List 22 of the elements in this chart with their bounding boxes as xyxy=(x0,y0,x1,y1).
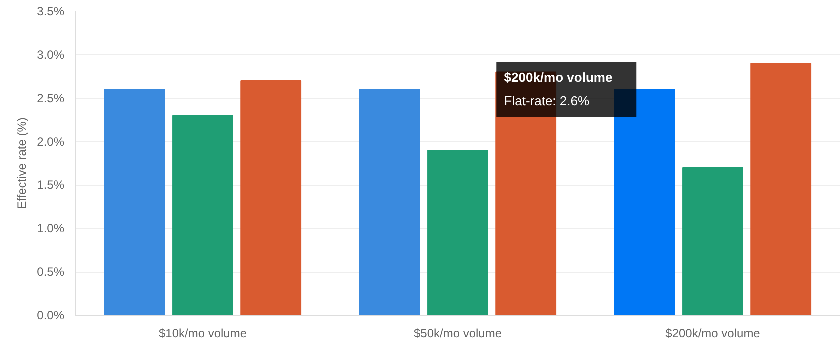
bar xyxy=(104,89,166,316)
y-tick-label: 3.5% xyxy=(37,4,65,18)
y-axis-title: Effective rate (%) xyxy=(15,118,30,210)
bar xyxy=(240,80,302,316)
bar xyxy=(428,150,488,316)
bar xyxy=(359,89,420,316)
bar xyxy=(172,115,234,316)
bar xyxy=(614,89,676,316)
y-tick-label: 1.0% xyxy=(37,222,65,236)
bar xyxy=(682,167,744,316)
y-tick-label: 3.0% xyxy=(37,48,65,62)
x-tick-label: $200k/mo volume xyxy=(666,326,761,340)
annotation: Flat-rate: 2.6% xyxy=(504,93,590,108)
y-tick-label: 2.0% xyxy=(37,134,65,149)
y-tick-label: 0.0% xyxy=(37,308,65,322)
y-tick-label: 1.5% xyxy=(37,178,65,192)
annotation: $200k/mo volume xyxy=(504,70,613,86)
bar xyxy=(750,63,812,316)
y-tick-label: 2.5% xyxy=(37,91,65,106)
y-tick-label: 0.5% xyxy=(37,265,65,280)
x-tick-label: $50k/mo volume xyxy=(414,326,502,340)
x-tick-label: $10k/mo volume xyxy=(158,326,248,340)
